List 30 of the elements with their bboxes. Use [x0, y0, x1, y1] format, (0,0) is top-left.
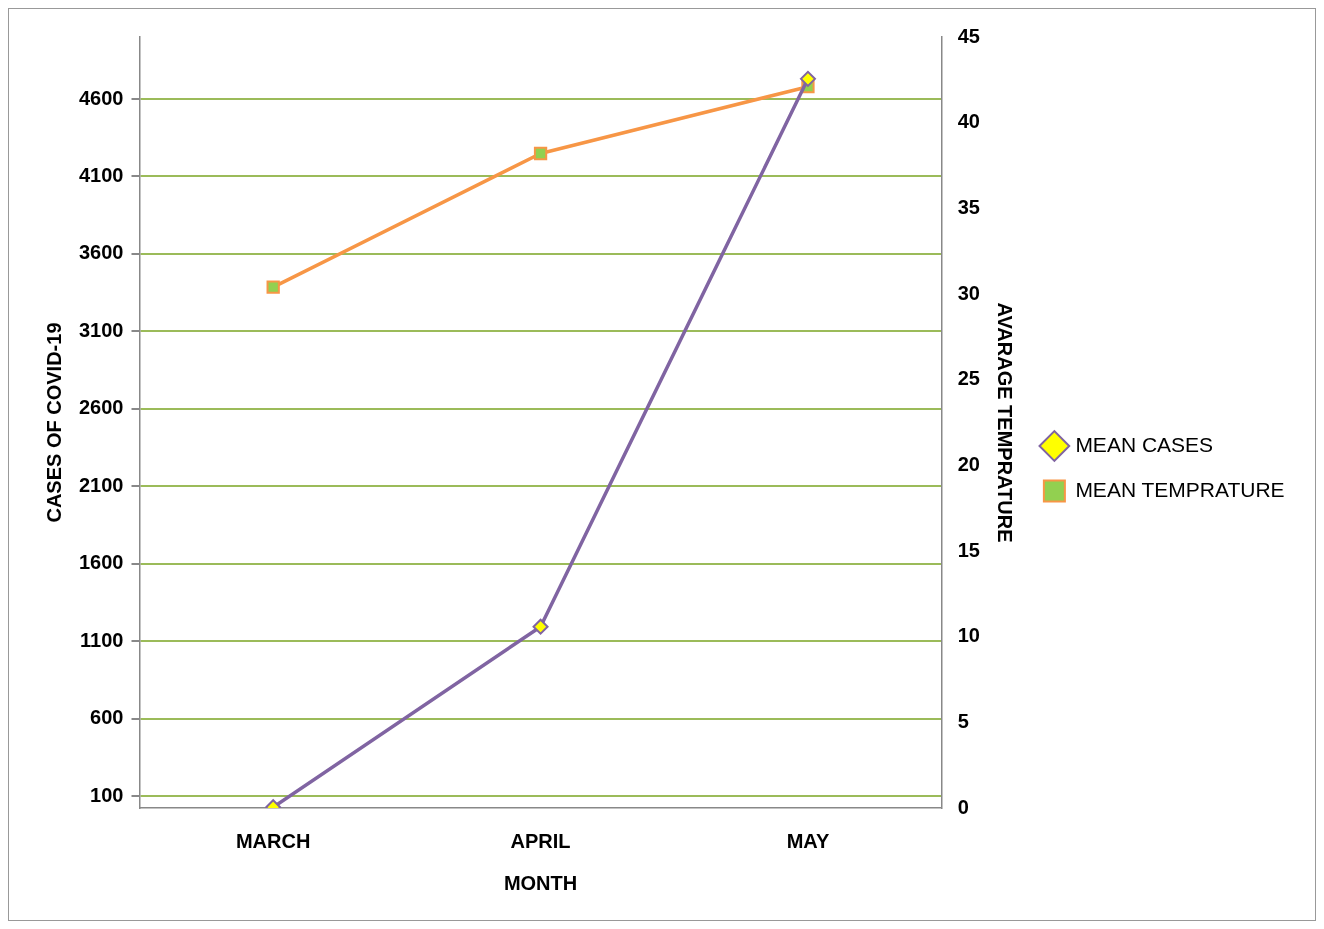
y-tick-label: 600	[90, 706, 124, 729]
y-tick-label: 2600	[78, 396, 124, 419]
y-tick-label: 3600	[78, 241, 124, 264]
y2-tick-label: 25	[957, 367, 980, 390]
x-tick-label: MARCH	[235, 829, 311, 852]
y-tick-label: 3100	[78, 318, 124, 341]
y-tick-label: 1100	[80, 628, 124, 651]
y2-tick-label: 15	[957, 538, 980, 561]
y-tick-label: 2100	[78, 473, 124, 496]
y2-tick-label: 35	[957, 195, 980, 218]
y2-tick-label: 40	[957, 110, 980, 133]
y2-tick-label: 30	[957, 281, 980, 304]
y-axis-title: CASES OF COVID-19	[42, 322, 65, 523]
y-tick-label: 4600	[78, 86, 124, 109]
y-tick-label: 100	[90, 783, 124, 806]
y-tick-label: 1600	[78, 551, 124, 574]
x-axis-title: MONTH	[503, 871, 578, 894]
y2-tick-label: 0	[957, 795, 969, 818]
x-tick-label: MAY	[786, 829, 830, 852]
y2-tick-label: 5	[957, 709, 969, 732]
y-tick-label: 4100	[78, 163, 124, 186]
legend-label: MEAN CASES	[1075, 432, 1214, 456]
point	[266, 280, 280, 294]
y2-tick-label: 20	[957, 452, 980, 475]
y2-tick-label: 10	[957, 624, 980, 647]
x-tick-label: APRIL	[510, 829, 571, 852]
point	[533, 146, 548, 161]
y2-axis-title: AVARAGE TEMPRATURE	[994, 302, 1017, 543]
y2-tick-label: 45	[957, 24, 980, 47]
legend-label: MEAN TEMPRATURE	[1075, 477, 1285, 501]
